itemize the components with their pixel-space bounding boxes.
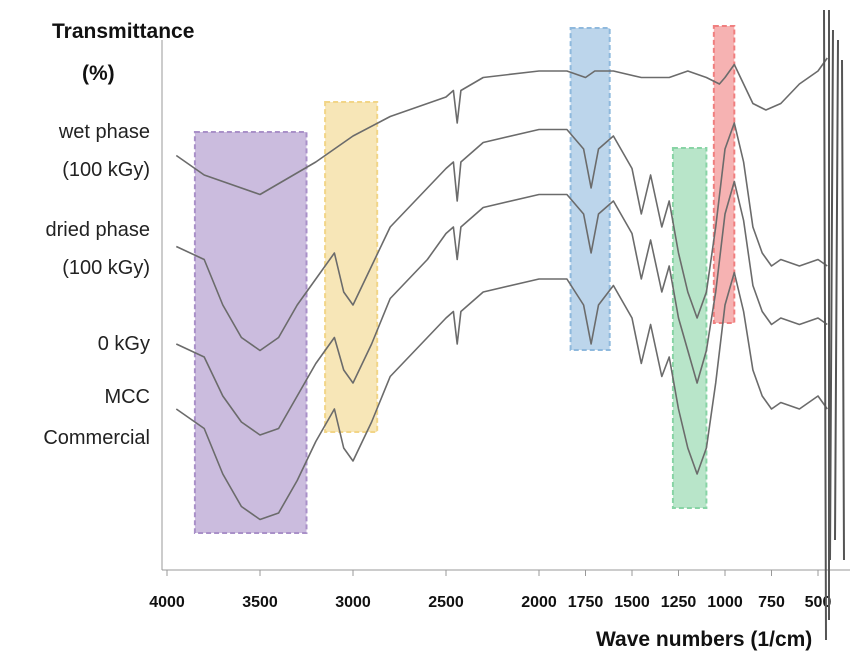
band-c-o [712, 25, 736, 324]
x-tick-label: 2500 [428, 594, 464, 611]
x-tick-label: 4000 [149, 594, 185, 611]
series-label: (100 kGy) [62, 159, 150, 181]
series-label: (100 kGy) [62, 257, 150, 279]
y-axis-title: Transmittance (%) [52, 20, 194, 85]
x-tick-label: 2000 [521, 594, 557, 611]
band-ch-stretch [324, 101, 379, 433]
x-tick-label: 500 [805, 594, 832, 611]
y-axis-title-line-2: (%) [82, 62, 115, 85]
spectrum-line-2 [175, 122, 828, 352]
x-axis-title: Wave numbers (1/cm) [596, 628, 812, 651]
series-label: wet phase [58, 121, 150, 143]
axes [161, 40, 850, 571]
x-tick-label: 1500 [614, 594, 650, 611]
x-tick-label: 1750 [568, 594, 604, 611]
series-label: dried phase [45, 219, 150, 241]
band-c-o-c [671, 147, 708, 509]
x-tick-label: 1000 [707, 594, 743, 611]
instrument-artifact [823, 9, 845, 641]
spectrum-line-3 [175, 180, 828, 436]
x-tick-label: 1250 [661, 594, 697, 611]
spectrum-line-1 [175, 57, 828, 196]
series-label: MCC [104, 386, 150, 408]
series-label: Commercial [43, 427, 150, 449]
highlight-bands [193, 25, 736, 534]
band-oh-stretch [193, 131, 308, 534]
x-ticks: 4000 3500 3000 2500 2000 1750 1500 1250 1000 750 5… [149, 570, 831, 611]
band-water-bend [569, 27, 611, 351]
spectrum-line-4 [175, 271, 828, 521]
spectra [175, 57, 828, 521]
y-axis-title-line-1: Transmittance [52, 20, 194, 43]
series-label: 0 kGy [98, 333, 150, 355]
x-tick-label: 750 [758, 594, 785, 611]
series-labels: wet phase (100 kGy) dried phase (100 kGy) 0 … [43, 121, 150, 449]
x-tick-label: 3500 [242, 594, 278, 611]
x-tick-label: 3000 [335, 594, 371, 611]
